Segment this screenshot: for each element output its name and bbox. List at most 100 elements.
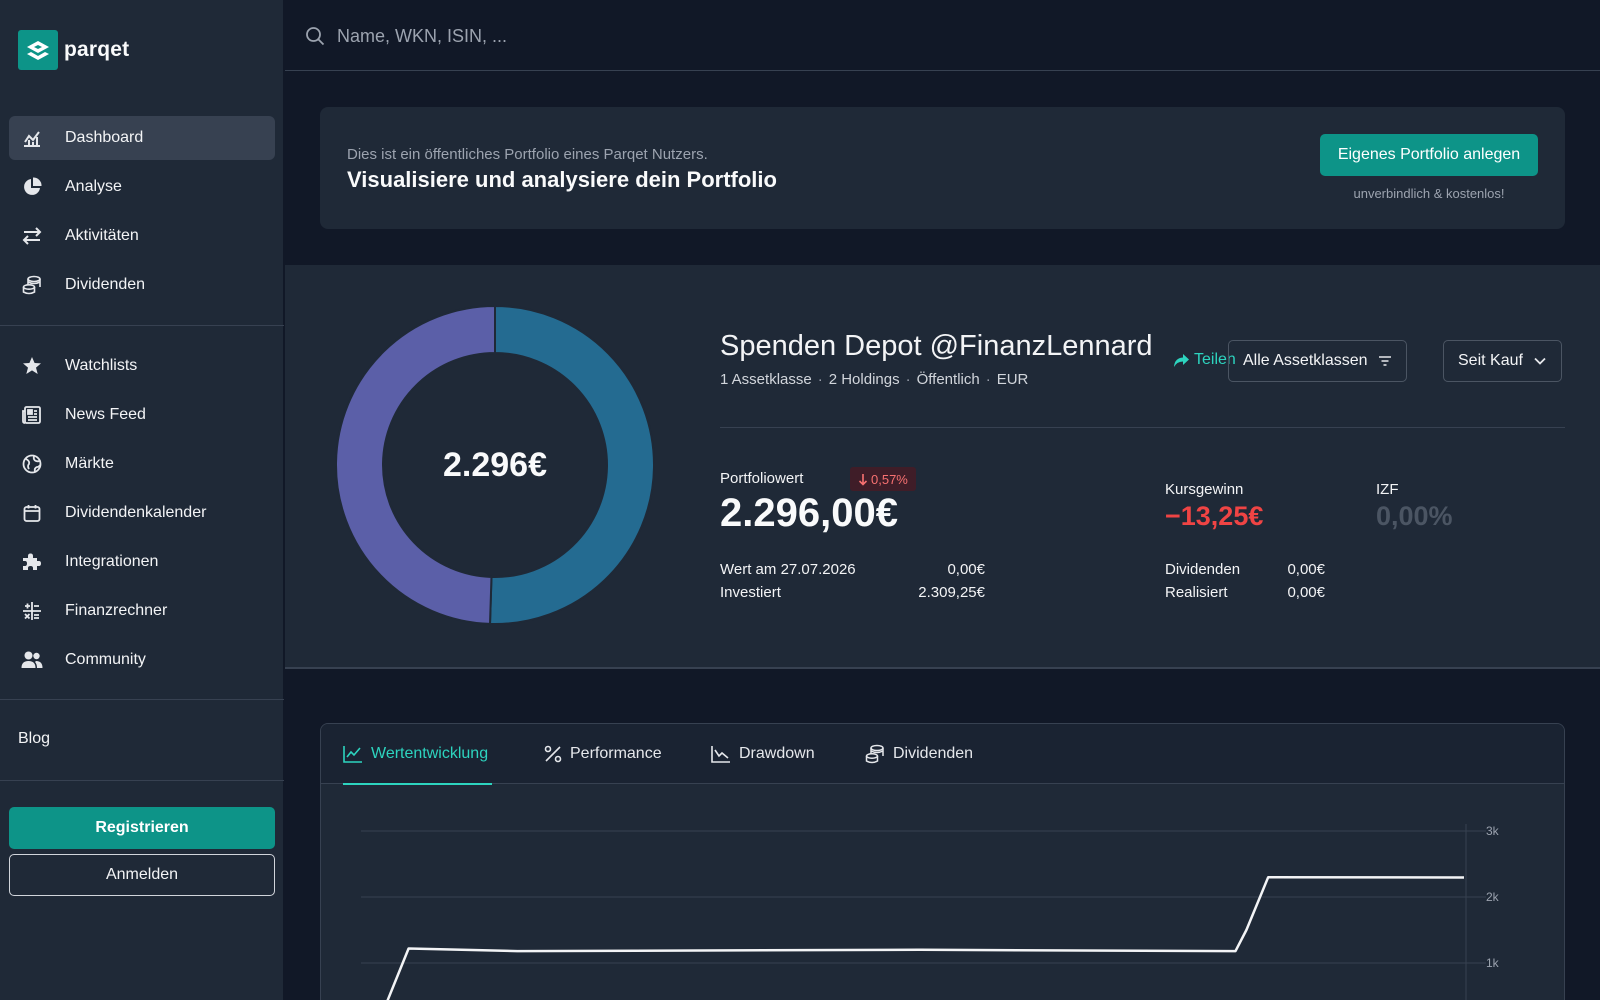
sidebar-item-dashboard[interactable]: Dashboard [9,116,275,160]
assetclass-filter-label: Alle Assetklassen [1243,352,1368,369]
line-chart-icon [343,746,362,763]
meta-assetclasses: 1 Assetklasse [720,371,812,388]
banner-title: Visualisiere und analysiere dein Portfol… [347,167,777,192]
sidebar-item-label: Analyse [65,178,122,195]
parqet-logo-icon [18,30,58,70]
sidebar-item-dividenden[interactable]: Dividenden [9,263,275,307]
y-tick-label: 2k [1486,890,1500,904]
value-at-date-label: Wert am 27.07.2026 [720,561,856,578]
sidebar: parqet Dashboard Analyse Aktivitäten Div… [0,0,284,1000]
sidebar-item-blog[interactable]: Blog [18,730,51,747]
y-tick-label: 3k [1486,824,1500,838]
sidebar-item-community[interactable]: Community [9,638,275,682]
realized-label: Realisiert [1165,584,1228,601]
sidebar-divider [0,325,284,326]
globe-icon [21,453,43,475]
series-line[interactable] [376,875,1465,1000]
sidebar-item-label: Aktivitäten [65,227,139,244]
sidebar-item-label: Dashboard [65,129,144,146]
sidebar-item-label: Integrationen [65,553,159,570]
puzzle-icon [21,551,43,573]
search-icon [305,26,325,51]
coins-icon [21,274,43,296]
sidebar-item-label: Watchlists [65,357,138,374]
value-at-date-value: 0,00€ [947,561,985,578]
tab-performance[interactable]: Performance [544,724,662,784]
create-portfolio-button[interactable]: Eigenes Portfolio anlegen [1320,134,1538,176]
change-badge: 0,57% [850,467,916,491]
drawdown-chart-icon [711,746,730,763]
sidebar-item-dividendenkalender[interactable]: Dividendenkalender [9,491,275,535]
tab-wertentwicklung[interactable]: Wertentwicklung [343,724,493,785]
arrow-down-icon [858,473,868,486]
donut-center-value: 2.296€ [443,445,547,484]
users-icon [21,649,43,671]
summary-divider [720,427,1565,428]
top-search-bar [285,0,1600,71]
meta-holdings: 2 Holdings [828,371,900,388]
sidebar-item-news-feed[interactable]: News Feed [9,393,275,437]
nav-secondary: Watchlists News Feed Märkte Dividendenka… [9,344,275,687]
tab-dividenden[interactable]: Dividenden [865,724,973,784]
tab-label: Drawdown [739,745,815,762]
banner-subtitle: Dies ist ein öffentliches Portfolio eine… [347,146,708,163]
filter-icon [1378,356,1391,366]
chart-line-icon [21,127,43,149]
portfolio-title: Spenden Depot @FinanzLennard [720,330,1153,362]
percent-icon [544,745,562,763]
banner-note: unverbindlich & kostenlos! [1353,186,1505,201]
logo[interactable]: parqet [18,30,129,70]
sidebar-item-analyse[interactable]: Analyse [9,165,275,209]
register-button[interactable]: Registrieren [9,807,275,849]
arrows-exchange-icon [21,225,43,247]
kursgewinn-label: Kursgewinn [1165,481,1244,498]
sidebar-divider [0,780,284,781]
portfolio-value-label: Portfoliowert [720,470,804,487]
sidebar-item-label: Märkte [65,455,114,472]
sidebar-item-aktivitaeten[interactable]: Aktivitäten [9,214,275,258]
meta-currency: EUR [996,371,1029,388]
chart-card: Wertentwicklung Performance Drawdown Div… [320,723,1565,1000]
invested-label: Investiert [720,584,781,601]
dividends-label: Dividenden [1165,561,1241,578]
donut-segment[interactable] [488,305,655,625]
sidebar-item-label: Finanzrechner [65,602,168,619]
portfolio-value: 2.296,00€ [720,491,898,535]
period-label: Seit Kauf [1458,352,1523,369]
dividends-value: 0,00€ [1287,561,1325,578]
y-tick-label: 1k [1486,956,1500,970]
calculator-icon [21,600,43,622]
period-select[interactable]: Seit Kauf [1443,340,1562,382]
tab-label: Dividenden [893,745,974,762]
allocation-donut-chart[interactable] [335,305,655,625]
sidebar-item-finanzrechner[interactable]: Finanzrechner [9,589,275,633]
realized-value: 0,00€ [1287,584,1325,601]
sidebar-divider [0,699,284,700]
sidebar-item-label: Dividendenkalender [65,504,207,521]
portfolio-summary: 2.296€ Spenden Depot @FinanzLennard 1 As… [285,265,1600,669]
izf-value: 0,00% [1376,501,1453,531]
share-icon [1174,353,1189,367]
izf-label: IZF [1376,481,1399,498]
sidebar-item-watchlists[interactable]: Watchlists [9,344,275,388]
meta-visibility: Öffentlich [916,371,980,388]
star-icon [21,355,43,377]
brand-name: parqet [64,38,130,61]
sidebar-item-maerkte[interactable]: Märkte [9,442,275,486]
change-badge-value: 0,57% [871,471,908,487]
coins-icon [865,744,884,764]
search-input[interactable] [337,20,1037,52]
assetclass-filter-select[interactable]: Alle Assetklassen [1228,340,1407,382]
login-button[interactable]: Anmelden [9,854,275,896]
sidebar-item-label: Community [65,651,146,668]
donut-segment[interactable] [335,305,496,625]
calendar-icon [21,502,43,524]
sidebar-item-label: Dividenden [65,276,146,293]
share-label: Teilen [1194,351,1236,368]
invested-value: 2.309,25€ [918,584,985,601]
value-development-chart[interactable]: 3k 2k 1k [321,784,1565,1000]
sidebar-item-integrationen[interactable]: Integrationen [9,540,275,584]
share-button[interactable]: Teilen [1173,351,1236,369]
sidebar-item-label: News Feed [65,406,146,423]
tab-drawdown[interactable]: Drawdown [711,724,815,784]
